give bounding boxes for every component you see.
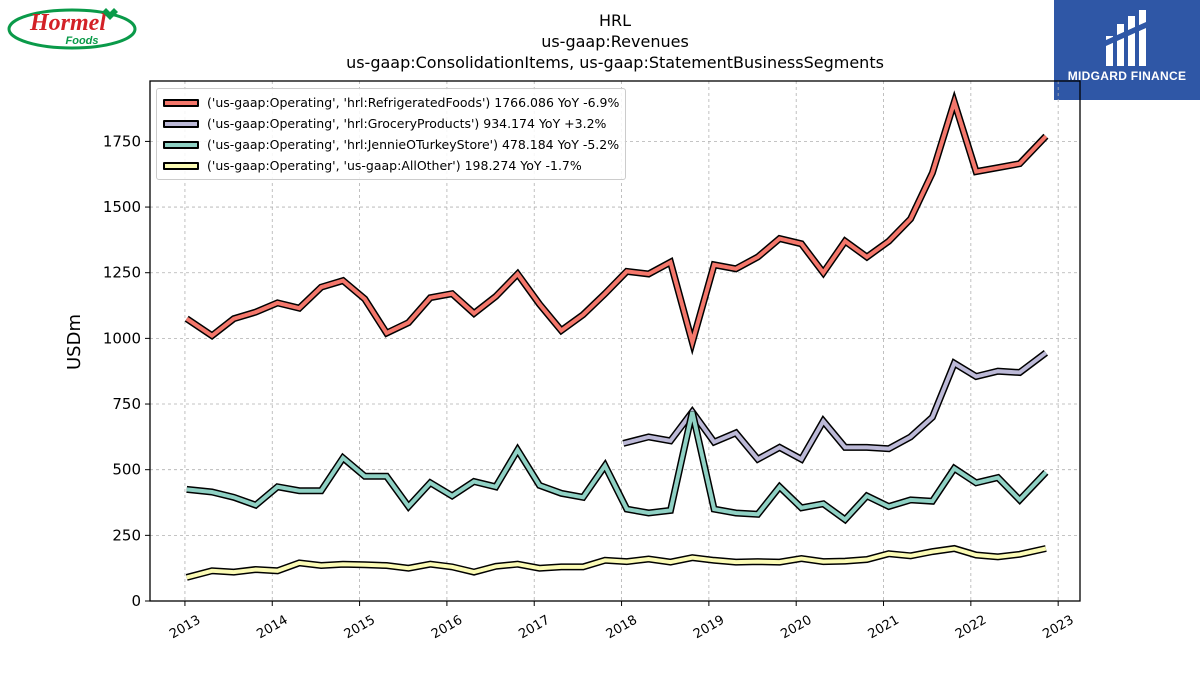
x-tick-label: 2015 (342, 613, 378, 643)
plot-area-frame (149, 80, 1081, 602)
legend-item: ('us-gaap:Operating', 'hrl:RefrigeratedF… (163, 92, 619, 113)
series-path (185, 95, 1048, 350)
y-tick-label: 1500 (103, 198, 141, 216)
legend-label: ('us-gaap:Operating', 'hrl:RefrigeratedF… (207, 95, 620, 110)
legend-label: ('us-gaap:Operating', 'hrl:JennieOTurkey… (207, 137, 620, 152)
legend-label: ('us-gaap:Operating', 'hrl:GroceryProduc… (207, 116, 607, 131)
y-tick-label: 250 (112, 526, 141, 544)
legend-item: ('us-gaap:Operating', 'us-gaap:AllOther'… (163, 155, 619, 176)
series-path (186, 411, 1048, 523)
x-tick-label: 2013 (167, 613, 203, 643)
legend-swatch (163, 119, 199, 128)
x-tick-label: 2020 (778, 613, 814, 643)
midgard-finance-logo: MIDGARD FINANCE (1054, 0, 1200, 100)
legend-swatch (163, 98, 199, 107)
x-tick-label: 2017 (516, 613, 552, 643)
legend-item: ('us-gaap:Operating', 'hrl:GroceryProduc… (163, 113, 619, 134)
y-tick-label: 1750 (103, 132, 141, 150)
midgard-finance-name: MIDGARD FINANCE (1067, 69, 1187, 83)
series-line (185, 544, 1047, 581)
midgard-mark-icon (1106, 10, 1146, 66)
legend-item: ('us-gaap:Operating', 'hrl:JennieOTurkey… (163, 134, 619, 155)
y-tick-label: 1000 (103, 329, 141, 347)
chart-title: HRL (598, 11, 632, 30)
series-line (186, 411, 1049, 525)
y-tick-label: 1250 (103, 264, 141, 282)
x-tick-label: 2023 (1040, 613, 1076, 643)
y-tick-label: 500 (112, 461, 141, 479)
y-axis-label: USDm (64, 314, 85, 370)
y-tick-label: 0 (131, 592, 141, 610)
chart-subtitle-2: us-gaap:ConsolidationItems, us-gaap:Stat… (346, 53, 884, 72)
clover-icon (102, 8, 118, 20)
legend: ('us-gaap:Operating', 'hrl:RefrigeratedF… (156, 88, 627, 180)
x-tick-label: 2018 (604, 613, 640, 643)
hormel-foods-logo: Hormel Foods (7, 8, 137, 50)
series-line (184, 90, 1049, 356)
legend-swatch (163, 140, 199, 149)
logo-word-foods: Foods (66, 35, 99, 47)
series-lines (184, 90, 1049, 581)
x-tick-label: 2019 (691, 613, 727, 643)
chart-subtitle: us-gaap:Revenues (541, 32, 689, 51)
logo-word-hormel: Hormel (29, 10, 106, 36)
chart-title-block: HRL us-gaap:Revenues us-gaap:Consolidati… (150, 10, 1080, 73)
legend-label: ('us-gaap:Operating', 'us-gaap:AllOther'… (207, 158, 582, 173)
x-tick-label: 2016 (429, 613, 465, 643)
y-tick-label: 750 (112, 395, 141, 413)
legend-swatch (163, 161, 199, 170)
x-tick-label: 2021 (866, 613, 902, 643)
x-tick-label: 2022 (953, 613, 989, 643)
logo-ring (7, 8, 137, 50)
series-path (186, 546, 1047, 580)
x-tick-label: 2014 (254, 613, 290, 643)
